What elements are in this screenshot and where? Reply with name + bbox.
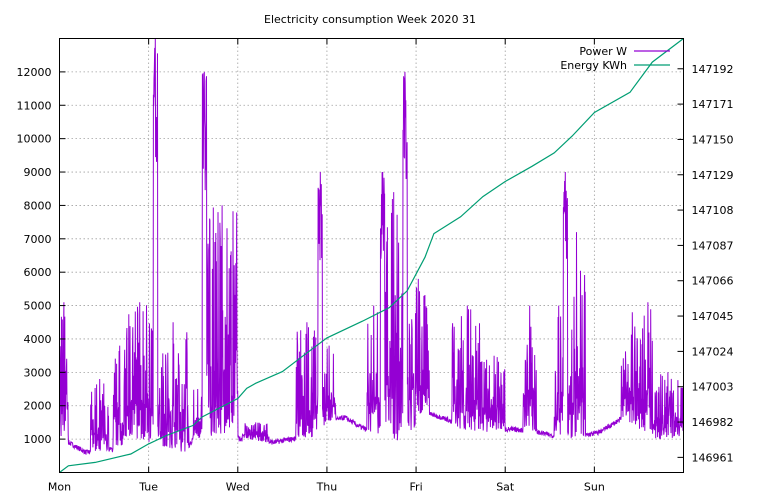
y-left-tick-label: 12000 bbox=[17, 66, 52, 79]
y-right-tick-label: 147003 bbox=[692, 381, 734, 394]
y-left-tick-label: 9000 bbox=[24, 166, 52, 179]
y-left-tick-label: 6000 bbox=[24, 266, 52, 279]
y-right-tick-label: 147066 bbox=[692, 275, 734, 288]
y-right-tick-label: 147108 bbox=[692, 204, 734, 217]
y-right-tick-label: 147171 bbox=[692, 98, 734, 111]
y-right-tick-label: 147024 bbox=[692, 345, 734, 358]
y-left-tick-label: 8000 bbox=[24, 199, 52, 212]
x-tick-label: Sat bbox=[496, 481, 515, 494]
grid bbox=[59, 38, 684, 473]
y-left-tick-label: 2000 bbox=[24, 400, 52, 413]
x-tick-label: Mon bbox=[48, 481, 71, 494]
series-line-power bbox=[59, 38, 684, 455]
y-left-tick-label: 4000 bbox=[24, 333, 52, 346]
x-tick-label: Sun bbox=[584, 481, 605, 494]
y-right-tick-label: 146982 bbox=[692, 416, 734, 429]
y-right-tick-label: 147129 bbox=[692, 169, 734, 182]
y-left-tick-label: 1000 bbox=[24, 433, 52, 446]
chart-title: Electricity consumption Week 2020 31 bbox=[264, 13, 476, 26]
y-right-tick-label: 147192 bbox=[692, 63, 734, 76]
y-right-tick-label: 147045 bbox=[692, 310, 734, 323]
plot-frame bbox=[59, 38, 684, 473]
y-left-tick-label: 11000 bbox=[17, 99, 52, 112]
y-left-tick-label: 7000 bbox=[24, 233, 52, 246]
x-tick-label: Thu bbox=[316, 481, 338, 494]
y-left-tick-label: 5000 bbox=[24, 300, 52, 313]
axes: 1000 2000 3000 4000 5000 6000 7000 8000 9000 1000… bbox=[17, 38, 734, 494]
series-layer bbox=[59, 38, 684, 473]
y-left-tick-label: 3000 bbox=[24, 366, 52, 379]
y-left-tick-label: 10000 bbox=[17, 133, 52, 146]
y-right-tick-label: 147087 bbox=[692, 239, 734, 252]
x-tick-label: Tue bbox=[138, 481, 158, 494]
x-tick-label: Wed bbox=[226, 481, 250, 494]
y-right-tick-label: 146961 bbox=[692, 451, 734, 464]
legend-label: Energy KWh bbox=[560, 59, 627, 72]
x-tick-label: Fri bbox=[410, 481, 423, 494]
series-line-energy bbox=[59, 38, 684, 473]
y-right-tick-label: 147150 bbox=[692, 133, 734, 146]
legend-label: Power W bbox=[579, 45, 627, 58]
